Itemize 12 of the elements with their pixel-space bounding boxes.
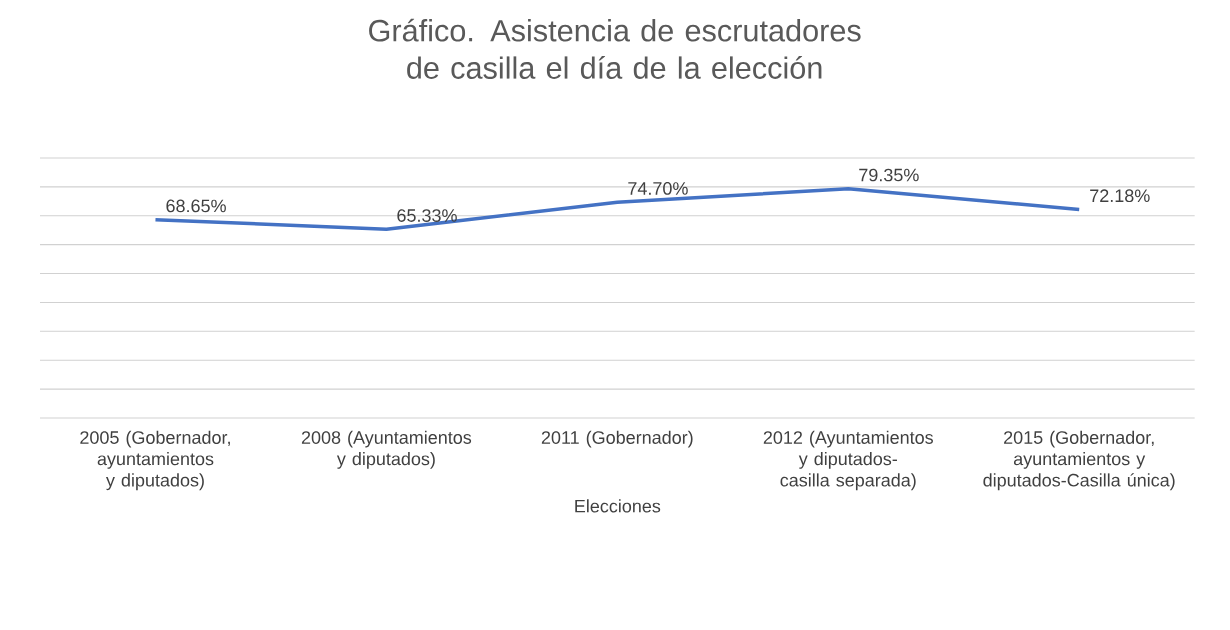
- data-label: 72.18%: [1090, 189, 1150, 203]
- x-tick-label: 2012 (Ayuntamientos y diputados-casilla separada): [763, 430, 933, 491]
- chart-title: Gráfico. Asistencia de escrutadores de casilla el día de la elección: [369, 18, 861, 79]
- x-tick-label: 2008 (Ayuntamientos y diputados): [301, 430, 472, 469]
- data-label: 68.65%: [166, 199, 226, 213]
- data-label: 65.33%: [397, 209, 457, 222]
- x-tick-label: 2011 (Gobernador): [541, 430, 693, 448]
- x-tick-label: 2005 (Gobernador, ayuntamientos y diputados): [80, 430, 230, 491]
- data-label: 79.35%: [859, 168, 919, 182]
- x-tick-label: 2015 (Gobernador, ayuntamientos y diputados-Casilla única): [983, 430, 1175, 491]
- data-label: 74.70%: [628, 182, 688, 195]
- x-axis-title: Elecciones: [575, 499, 661, 513]
